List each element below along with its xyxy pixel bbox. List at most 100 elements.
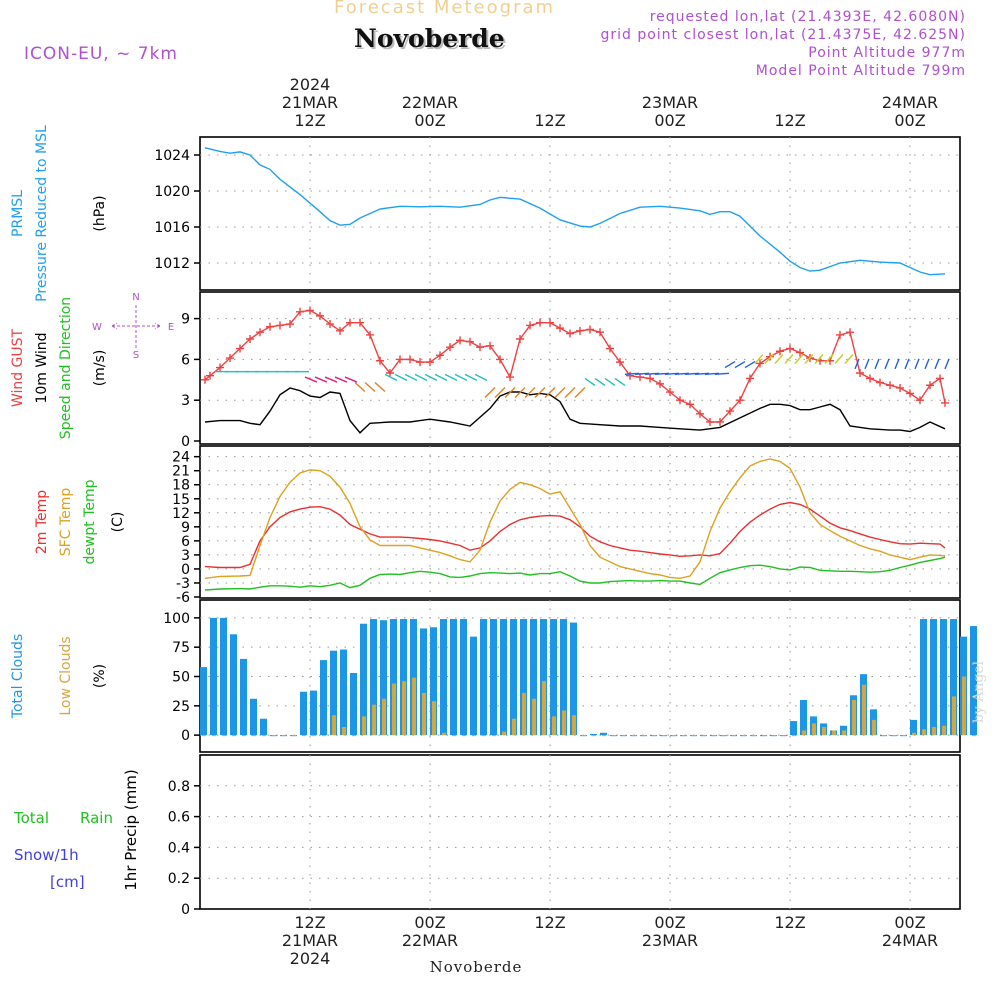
bar-total-clouds	[910, 719, 917, 736]
bar-low-clouds	[272, 735, 276, 737]
gust-marker	[356, 318, 364, 327]
footer-station-label: Novoberde	[430, 958, 523, 976]
bar-total-clouds	[800, 699, 807, 736]
gust-marker	[446, 343, 454, 352]
bar-total-clouds	[200, 667, 207, 736]
bar-total-clouds	[410, 619, 417, 736]
bar-low-clouds	[492, 735, 496, 737]
bar-total-clouds	[330, 650, 337, 736]
wind-arrow	[814, 354, 824, 364]
bar-total-clouds	[320, 660, 327, 736]
bar-low-clouds	[962, 676, 966, 736]
bar-low-clouds	[332, 715, 336, 736]
bar-low-clouds	[852, 699, 856, 736]
bar-total-clouds	[400, 619, 407, 736]
gust-marker	[426, 358, 434, 367]
wind-arrow	[594, 377, 606, 387]
wind-arrow	[514, 386, 526, 398]
bar-low-clouds	[352, 735, 356, 737]
wind-arrow	[354, 381, 366, 393]
bar-total-clouds	[600, 732, 607, 736]
station-title: Novoberde	[354, 24, 505, 53]
gust-marker	[846, 328, 854, 337]
y-tick-label: 18	[172, 478, 190, 494]
gust-marker	[556, 324, 564, 333]
wind-arrow	[784, 354, 794, 364]
gust-marker	[736, 396, 744, 405]
wind-arrow	[894, 358, 900, 370]
bar-low-clouds	[572, 715, 576, 736]
gust-marker	[616, 358, 624, 367]
wind-arrow	[704, 372, 720, 376]
bottom-time-label: 21MAR	[282, 931, 338, 950]
wind-arrow	[434, 373, 448, 381]
wind-arrow	[464, 373, 478, 381]
bar-low-clouds	[792, 735, 796, 737]
bar-low-clouds	[922, 729, 926, 736]
wind-arrow	[754, 354, 764, 364]
gust-marker	[216, 363, 224, 372]
wind-arrow	[934, 358, 940, 370]
bar-total-clouds	[590, 733, 597, 736]
wind-arrow	[474, 373, 488, 381]
gust-marker	[506, 373, 514, 382]
gust-marker	[476, 343, 484, 352]
bottom-time-label: 12Z	[294, 913, 325, 932]
gust-marker	[456, 336, 464, 345]
bottom-time-label: 00Z	[654, 913, 685, 932]
gust-marker	[896, 383, 904, 392]
wind-arrow	[534, 386, 546, 398]
wind-arrow	[674, 372, 690, 376]
bar-low-clouds	[732, 735, 736, 737]
wind-arrow	[454, 373, 468, 381]
gust-marker	[926, 381, 934, 390]
bar-total-clouds	[790, 721, 797, 736]
wind-arrow	[654, 372, 670, 376]
bar-low-clouds	[822, 726, 826, 736]
bar-low-clouds	[512, 718, 516, 736]
bar-total-clouds	[930, 619, 937, 736]
panel-label: Speed and Direction	[58, 297, 74, 439]
y-tick-label: 12	[172, 506, 190, 522]
gust-marker	[206, 371, 214, 380]
wind-arrow	[574, 386, 586, 398]
bar-low-clouds	[902, 735, 906, 737]
gust-marker	[276, 321, 284, 330]
wind-arrow	[324, 376, 338, 383]
panel-frame	[199, 754, 961, 910]
wind-arrow	[914, 358, 920, 370]
y-tick-label: 0.6	[168, 810, 190, 826]
bar-total-clouds	[230, 634, 237, 736]
bar-low-clouds	[312, 735, 316, 737]
bar-low-clouds	[472, 735, 476, 737]
y-tick-label: 6	[181, 352, 190, 368]
bar-low-clouds	[642, 735, 646, 737]
wind-arrow	[524, 386, 536, 398]
wind-arrow	[634, 372, 650, 376]
wind-arrow	[384, 373, 398, 381]
gust-marker	[606, 344, 614, 353]
series-line-10m-wind	[204, 387, 946, 434]
gust-marker	[906, 389, 914, 398]
bar-total-clouds	[970, 626, 977, 736]
info-gridpoint: grid point closest lon,lat (21.4375E, 42…	[600, 27, 966, 43]
chart-subtitle: Forecast Meteogram	[334, 0, 556, 18]
bar-total-clouds	[550, 619, 557, 736]
gust-marker	[526, 321, 534, 330]
wind-arrow	[374, 381, 386, 393]
gust-marker	[536, 318, 544, 327]
top-time-label: 00Z	[654, 111, 685, 130]
gust-marker	[286, 320, 294, 329]
bar-total-clouds	[430, 627, 437, 736]
wind-arrow	[904, 358, 910, 370]
y-tick-label: 9	[181, 520, 190, 536]
panel-label-cm: [cm]	[50, 873, 85, 891]
gust-marker	[776, 347, 784, 356]
bar-total-clouds	[300, 691, 307, 736]
y-tick-label: 0.2	[168, 871, 190, 887]
wind-arrow	[604, 377, 616, 387]
series-line-wind-gust	[204, 309, 946, 423]
gust-marker	[326, 320, 334, 329]
bar-total-clouds	[260, 718, 267, 736]
wind-arrow	[734, 360, 746, 369]
